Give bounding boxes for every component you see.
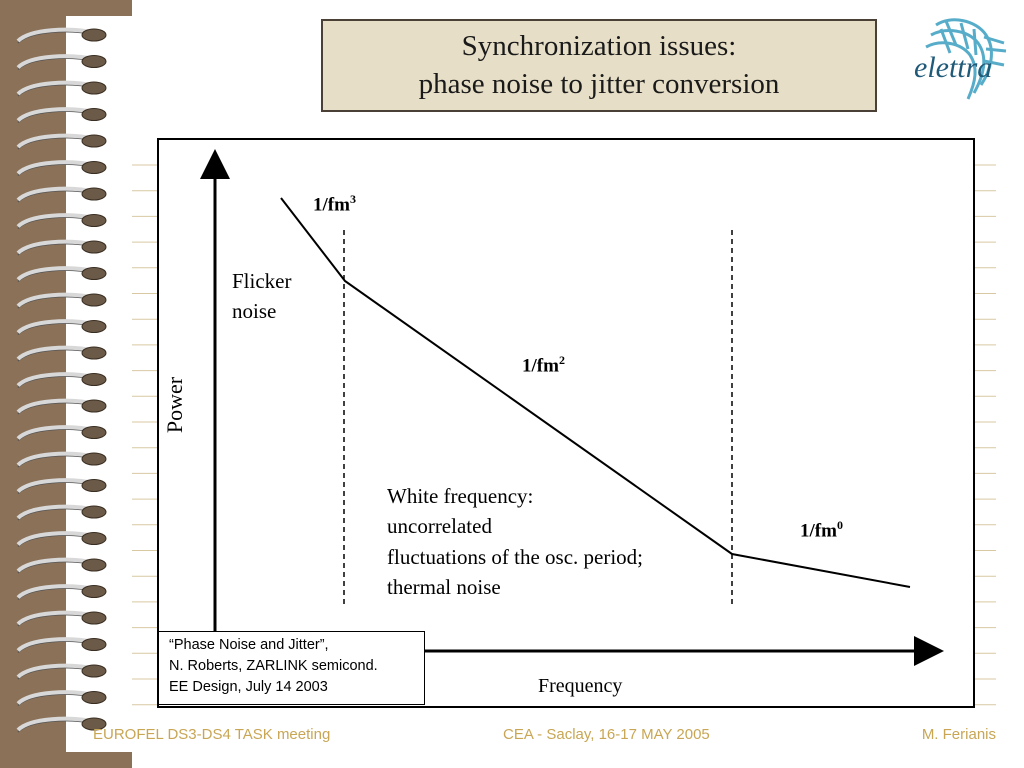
- spiral-rings: [16, 27, 107, 733]
- spiral-ring: [16, 557, 107, 574]
- spiral-ring: [16, 80, 107, 97]
- spiral-ring: [16, 186, 107, 203]
- spiral-ring: [16, 345, 107, 362]
- noise-curve: [280, 197, 911, 588]
- spiral-ring: [16, 213, 107, 230]
- title-line-2: phase noise to jitter conversion: [418, 67, 780, 100]
- spiral-ring: [16, 716, 107, 733]
- title-line-1: Synchronization issues:: [461, 29, 737, 62]
- flicker-noise-label: Flicker noise: [232, 269, 292, 324]
- reference-citation: “Phase Noise and Jitter”, N. Roberts, ZA…: [158, 631, 425, 705]
- slope-label-fm3: 1/fm3: [313, 192, 356, 216]
- spiral-ring: [16, 266, 107, 283]
- white-frequency-label: White frequency: uncorrelated fluctuatio…: [387, 484, 644, 600]
- spiral-ring: [16, 292, 107, 309]
- diagram-frame: [157, 138, 975, 708]
- spiral-ring: [16, 584, 107, 601]
- spiral-ring: [16, 398, 107, 415]
- logo-text: elettra: [914, 51, 992, 84]
- footer-center: CEA - Saclay, 16-17 MAY 2005: [503, 726, 710, 743]
- spiral-ring: [16, 504, 107, 521]
- elettra-logo: elettra: [914, 18, 1007, 100]
- spiral-ring: [16, 372, 107, 389]
- spiral-ring: [16, 425, 107, 442]
- spiral-ring: [16, 239, 107, 256]
- spiral-ring: [16, 531, 107, 548]
- spiral-ring: [16, 690, 107, 707]
- spiral-ring: [16, 107, 107, 124]
- x-axis-label: Frequency: [538, 675, 623, 697]
- spiral-ring: [16, 610, 107, 627]
- spiral-ring: [16, 54, 107, 71]
- slope-label-fm0: 1/fm0: [800, 518, 843, 542]
- spiral-ring: [16, 27, 107, 44]
- slide-title: Synchronization issues: phase noise to j…: [321, 19, 877, 112]
- spiral-ring: [16, 478, 107, 495]
- spiral-ring: [16, 451, 107, 468]
- footer-left: EUROFEL DS3-DS4 TASK meeting: [93, 726, 331, 743]
- spiral-ring: [16, 319, 107, 336]
- slope-label-fm2: 1/fm2: [522, 353, 565, 377]
- spiral-ring: [16, 133, 107, 150]
- spiral-ring: [16, 637, 107, 654]
- y-axis-label: Power: [162, 376, 188, 434]
- spiral-ring: [16, 160, 107, 177]
- spiral-ring: [16, 663, 107, 680]
- footer-right: M. Ferianis: [921, 726, 996, 743]
